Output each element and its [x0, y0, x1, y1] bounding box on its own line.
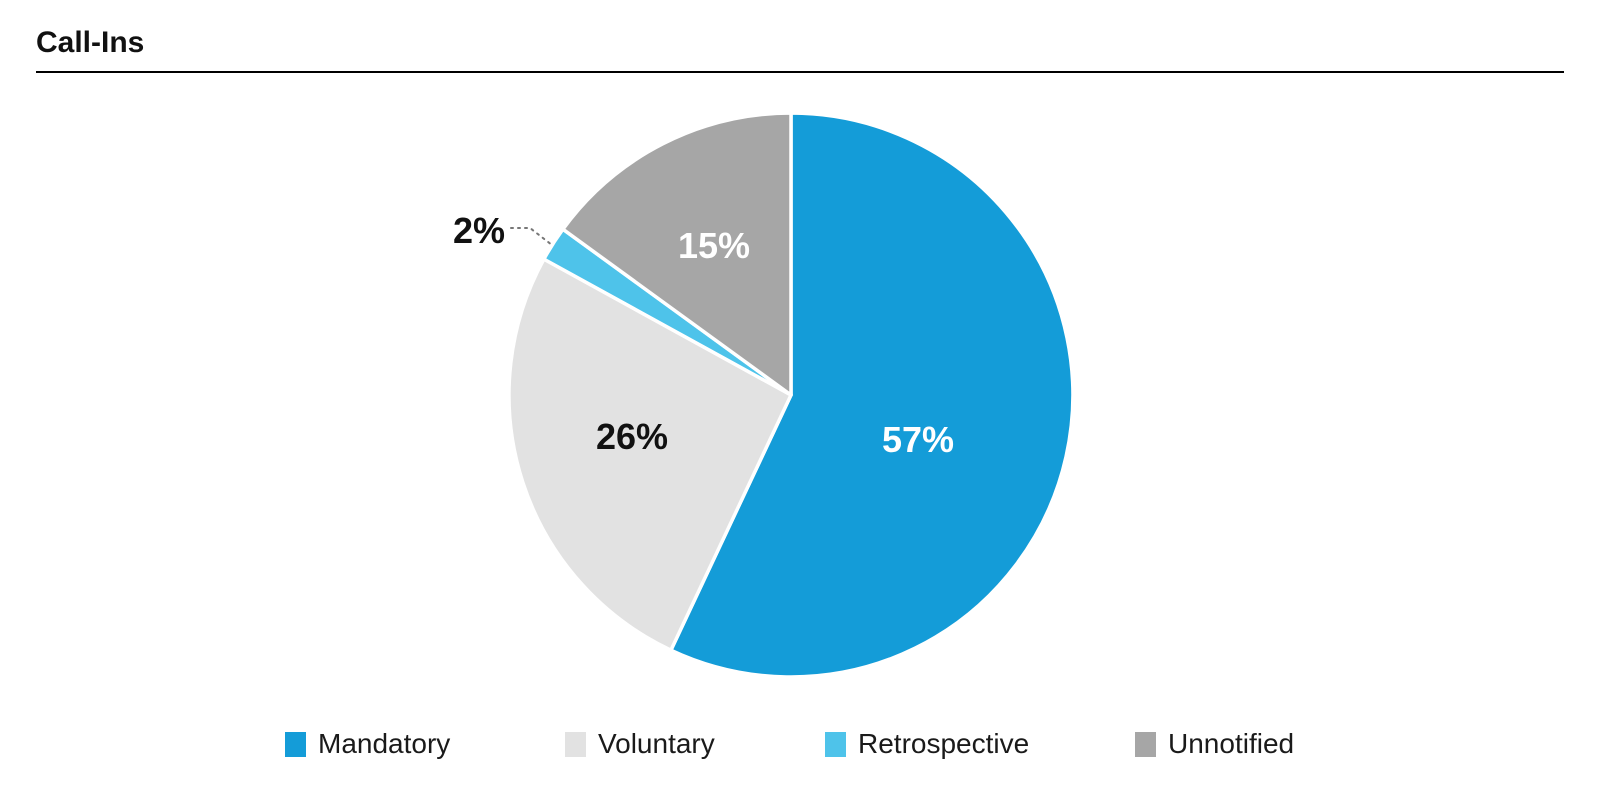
slice-value-label-mandatory: 57%	[882, 419, 954, 460]
legend-swatch-unnotified	[1135, 731, 1156, 757]
legend-label-mandatory: Mandatory	[318, 728, 451, 759]
legend-swatch-voluntary	[565, 731, 586, 757]
legend-label-unnotified: Unnotified	[1168, 728, 1295, 759]
legend-item-mandatory: Mandatory	[285, 728, 450, 760]
slice-value-label-voluntary: 26%	[596, 416, 668, 457]
legend-item-unnotified: Unnotified	[1135, 728, 1294, 760]
chart-title: Call-Ins	[36, 26, 145, 59]
slice-value-label-retrospective: 2%	[453, 210, 505, 251]
pie-slice-unnotified	[561, 111, 793, 397]
slice-value-label-unnotified: 15%	[678, 225, 750, 266]
leader-line-retrospective	[510, 227, 553, 246]
legend-swatch-mandatory	[285, 731, 306, 757]
legend-item-retrospective: Retrospective	[825, 728, 1029, 760]
legend-label-voluntary: Voluntary	[598, 728, 715, 759]
chart-legend: Mandatory Voluntary Retrospective Unnotifie…	[0, 728, 1600, 762]
legend-swatch-retrospective	[825, 731, 846, 757]
legend-label-retrospective: Retrospective	[858, 728, 1030, 759]
legend-item-voluntary: Voluntary	[565, 728, 715, 760]
pie-slice-mandatory	[669, 111, 1075, 679]
title-divider	[36, 71, 1564, 73]
